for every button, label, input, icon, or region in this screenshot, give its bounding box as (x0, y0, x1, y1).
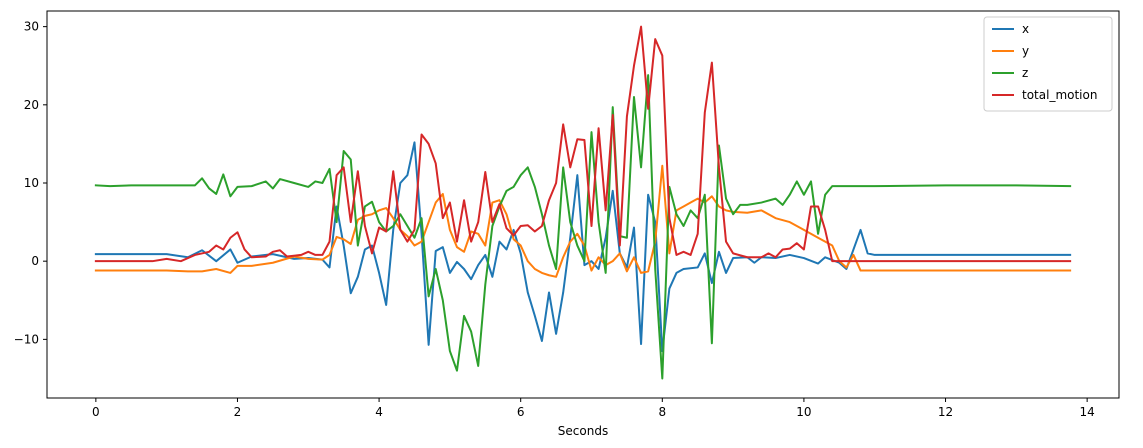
x-tick-label: 2 (234, 405, 242, 419)
x-tick-label: 0 (92, 405, 100, 419)
legend-label-y: y (1022, 44, 1029, 58)
y-tick-label: −10 (14, 332, 39, 346)
x-tick-label: 10 (796, 405, 811, 419)
legend: xyz total_motion (983, 16, 1113, 112)
x-axis-title: Seconds (558, 424, 608, 438)
series-line-x (94, 141, 1072, 353)
x-tick-label: 8 (658, 405, 666, 419)
plot-frame (46, 10, 1120, 399)
legend-label-x: x (1022, 22, 1029, 36)
legend-label-total-motion: total_motion (1022, 88, 1097, 102)
series-layer (94, 25, 1072, 380)
y-tick-label: 20 (24, 98, 39, 112)
x-tick-label: 12 (938, 405, 953, 419)
y-tick-label: 0 (31, 254, 39, 268)
legend-label-z: z (1022, 66, 1028, 80)
x-axis: 0 2 4 6 8 10 12 14 (92, 398, 1095, 419)
series-line-z (94, 74, 1072, 380)
x-tick-label: 14 (1079, 405, 1094, 419)
y-axis: −10 0 10 20 30 (14, 20, 47, 346)
y-tick-label: 10 (24, 176, 39, 190)
x-tick-label: 4 (375, 405, 383, 419)
series-line-y (94, 164, 1072, 278)
y-tick-label: 30 (24, 20, 39, 34)
x-tick-label: 6 (517, 405, 525, 419)
legend-box (983, 16, 1113, 112)
series-line-total-motion (94, 25, 1072, 263)
